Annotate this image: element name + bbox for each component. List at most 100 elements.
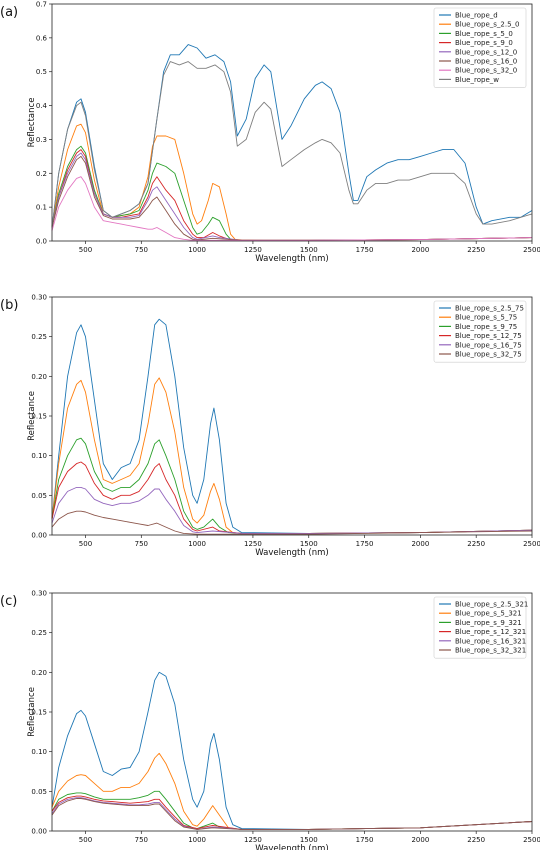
legend-entry: Blue_rope_s_2.5_75 — [455, 305, 524, 313]
series-line-blue-rope-s-32-75 — [51, 510, 533, 535]
y-tick-label: 0.20 — [31, 669, 47, 677]
series-line-blue-rope-s-2-5-321 — [51, 671, 533, 830]
chart-svg-c: (c) 500 750 1000 1250 1500 1750 2000 2250 2500 0.0… — [0, 590, 540, 850]
series-line-blue-rope-s-5-75 — [51, 377, 533, 534]
series-group — [51, 671, 533, 830]
legend-entry: Blue_rope_s_12_321 — [455, 628, 526, 636]
series-line-blue-rope-s-16-321 — [51, 797, 533, 830]
y-tick-label: 0.20 — [31, 373, 47, 381]
y-tick-label: 0.15 — [31, 413, 47, 421]
series-group — [51, 44, 533, 241]
y-tick-label: 0.30 — [31, 294, 47, 302]
x-tick-label: 2500 — [523, 836, 540, 844]
legend-box — [433, 7, 527, 88]
series-line-blue-rope-s-9-0 — [51, 149, 533, 241]
legend-entry: Blue_rope_s_16_75 — [455, 341, 522, 349]
chart-panel-a: (a) 500 750 1000 1250 1500 1750 2000 2250 2500 0.0… — [0, 0, 540, 275]
series-line-blue-rope-s-32-321 — [51, 798, 533, 830]
x-tick-label: 1000 — [188, 836, 206, 844]
x-tick-label: 1750 — [356, 246, 374, 254]
legend-entry: Blue_rope_s_5_321 — [455, 610, 522, 618]
x-tick-label: 1000 — [188, 540, 206, 548]
series-line-blue-rope-s-32-0 — [51, 176, 533, 241]
legend-entry: Blue_rope_s_16_321 — [455, 637, 526, 645]
x-tick-label: 2250 — [467, 540, 485, 548]
legend-entry: Blue_rope_d — [455, 12, 498, 20]
series-line-blue-rope-s-2-5-75 — [51, 318, 533, 534]
x-tick-label: 750 — [135, 540, 148, 548]
legend-entry: Blue_rope_s_32_75 — [455, 351, 522, 359]
y-tick-label: 0.25 — [31, 629, 47, 637]
plot-frame — [51, 3, 533, 242]
x-axis-title: Wavelength (nm) — [255, 254, 328, 264]
x-tick-label: 2000 — [411, 836, 429, 844]
legend-entry: Blue_rope_s_12_75 — [455, 332, 522, 340]
y-tick-label: 0.3 — [36, 136, 47, 144]
panel-label: (c) — [0, 594, 17, 609]
x-tick-label: 1000 — [188, 246, 206, 254]
x-tick-label: 2500 — [523, 246, 540, 254]
legend-entry: Blue_rope_s_5_0 — [455, 30, 513, 38]
y-tick-label: 0.6 — [36, 34, 48, 42]
y-axis-title: Reflectance — [27, 98, 37, 148]
y-tick-label: 0.05 — [31, 492, 47, 500]
y-tick-label: 0.30 — [31, 590, 47, 598]
chart-panel-c: (c) 500 750 1000 1250 1500 1750 2000 2250 2500 0.0… — [0, 575, 540, 850]
y-tick-label: 0.7 — [36, 1, 47, 9]
series-line-blue-rope-s-9-75 — [51, 437, 533, 534]
x-tick-label: 1250 — [244, 246, 262, 254]
legend-entry: Blue_rope_s_9_75 — [455, 323, 517, 331]
legend-entry: Blue_rope_s_16_0 — [455, 58, 517, 66]
panel-label: (b) — [0, 298, 18, 313]
y-tick-label: 0.1 — [36, 204, 47, 212]
legend: Blue_rope_s_2.5_75Blue_rope_s_5_75Blue_r… — [433, 300, 527, 363]
y-tick-label: 0.10 — [31, 748, 47, 756]
legend: Blue_rope_dBlue_rope_s_2.5_0Blue_rope_s_… — [433, 7, 527, 88]
y-axis-title: Reflectance — [27, 687, 37, 737]
series-line-blue-rope-s-12-75 — [51, 461, 533, 534]
x-tick-label: 1750 — [356, 540, 374, 548]
x-tick-label: 1250 — [244, 836, 262, 844]
chart-svg-a: (a) 500 750 1000 1250 1500 1750 2000 2250 2500 0.0… — [0, 1, 540, 265]
x-tick-label: 2000 — [411, 540, 429, 548]
x-tick-label: 2250 — [467, 246, 485, 254]
x-tick-label: 2500 — [523, 540, 540, 548]
x-tick-label: 1750 — [356, 836, 374, 844]
x-tick-label: 500 — [79, 540, 92, 548]
y-tick-label: 0.10 — [31, 452, 47, 460]
legend-entry: Blue_rope_s_9_0 — [455, 39, 513, 47]
y-tick-label: 0.00 — [31, 828, 47, 836]
x-axis-title: Wavelength (nm) — [255, 548, 328, 558]
series-line-blue-rope-s-16-0 — [51, 155, 533, 241]
legend-box — [433, 596, 527, 659]
y-axis-title: Reflectance — [27, 391, 37, 441]
panel-label: (a) — [0, 5, 18, 20]
y-tick-label: 0.4 — [36, 102, 48, 110]
x-tick-label: 2250 — [467, 836, 485, 844]
series-line-blue-rope-s-2-5-0 — [51, 123, 533, 241]
chart-panel-b: (b) 500 750 1000 1250 1500 1750 2000 2250 2500 0.0… — [0, 285, 540, 560]
legend-entry: Blue_rope_s_5_75 — [455, 314, 517, 322]
series-line-blue-rope-w — [51, 61, 533, 228]
y-tick-label: 0.0 — [36, 238, 47, 246]
series-group — [51, 318, 533, 535]
x-tick-label: 500 — [79, 246, 92, 254]
legend-entry: Blue_rope_s_2.5_321 — [455, 601, 528, 609]
x-tick-label: 500 — [79, 836, 92, 844]
x-tick-label: 750 — [135, 246, 148, 254]
series-line-blue-rope-s-16-75 — [51, 486, 533, 534]
x-tick-label: 1500 — [300, 540, 318, 548]
x-tick-label: 2000 — [411, 246, 429, 254]
x-axis-title: Wavelength (nm) — [255, 844, 328, 850]
x-tick-label: 1500 — [300, 836, 318, 844]
chart-svg-b: (b) 500 750 1000 1250 1500 1750 2000 2250 2500 0.0… — [0, 294, 540, 559]
legend-entry: Blue_rope_s_32_321 — [455, 647, 526, 655]
y-tick-label: 0.00 — [31, 532, 47, 540]
x-tick-label: 1250 — [244, 540, 262, 548]
series-line-blue-rope-s-9-321 — [51, 790, 533, 830]
legend-entry: Blue_rope_s_32_0 — [455, 67, 517, 75]
y-tick-label: 0.15 — [31, 709, 47, 717]
x-tick-label: 1500 — [300, 246, 318, 254]
series-line-blue-rope-s-5-321 — [51, 752, 533, 830]
